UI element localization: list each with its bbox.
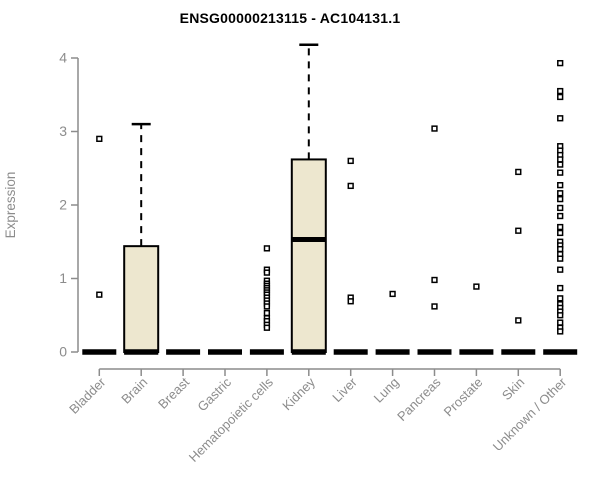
outlier-point-hematopoietic-cells [263, 269, 271, 276]
outlier-point-unknown-other [557, 245, 564, 253]
outlier-point-unknown-other [557, 212, 564, 220]
x-tick-label-gastric: Gastric [194, 374, 234, 414]
outlier-point-skin [515, 227, 522, 234]
x-tick-label-brain: Brain [118, 375, 150, 407]
x-tick-label-pancreas: Pancreas [394, 374, 444, 424]
outlier-point-hematopoietic-cells [263, 245, 271, 252]
y-tick-label: 3 [59, 123, 67, 139]
x-tick-label-lung: Lung [371, 375, 402, 406]
y-tick-label: 2 [59, 197, 67, 213]
outlier-point-unknown-other [557, 204, 564, 212]
y-tick-label: 1 [59, 270, 67, 286]
outlier-point-skin [515, 168, 522, 176]
outlier-point-unknown-other [557, 59, 564, 67]
x-tick-label-liver: Liver [329, 374, 360, 405]
chart-title: ENSG00000213115 - AC104131.1 [179, 10, 401, 26]
outlier-point-unknown-other [557, 190, 564, 197]
outlier-point-unknown-other [557, 195, 564, 203]
x-tick-label-breast: Breast [155, 374, 192, 411]
outlier-point-hematopoietic-cells [263, 303, 271, 310]
outlier-point-pancreas [431, 125, 438, 132]
outlier-point-unknown-other [557, 156, 564, 163]
box-brain [123, 245, 160, 353]
outlier-point-unknown-other [557, 255, 564, 262]
outlier-point-prostate [473, 283, 480, 290]
outlier-point-unknown-other [557, 93, 564, 101]
outlier-point-unknown-other [557, 295, 564, 302]
x-tick-label-kidney: Kidney [279, 374, 318, 413]
outlier-point-skin [515, 317, 522, 324]
outlier-point-pancreas [431, 276, 438, 284]
y-axis-title: Expression [3, 172, 18, 239]
outlier-point-unknown-other [557, 161, 564, 168]
x-tick-label-bladder: Bladder [66, 374, 109, 417]
x-tick-label-skin: Skin [499, 375, 527, 403]
y-tick-label: 0 [59, 344, 67, 360]
outlier-point-unknown-other [557, 229, 564, 237]
outlier-point-unknown-other [557, 328, 564, 335]
outlier-point-bladder [96, 135, 103, 142]
outlier-point-pancreas [431, 303, 438, 310]
x-tick-label-prostate: Prostate [441, 375, 486, 420]
outlier-point-unknown-other [557, 182, 564, 189]
outlier-point-unknown-other [557, 87, 564, 95]
outlier-point-hematopoietic-cells [263, 309, 271, 317]
outlier-point-hematopoietic-cells [263, 324, 271, 331]
outlier-point-unknown-other [557, 266, 564, 273]
outlier-point-liver [347, 182, 354, 190]
outlier-point-unknown-other [557, 169, 564, 176]
outlier-point-unknown-other [557, 284, 564, 292]
outlier-point-liver [347, 157, 354, 165]
box-kidney [290, 158, 327, 353]
y-tick-label: 4 [59, 50, 67, 66]
outlier-point-unknown-other [557, 319, 564, 326]
outlier-point-lung [389, 290, 396, 298]
outlier-point-bladder [96, 291, 103, 298]
outlier-point-liver [347, 298, 354, 305]
outlier-point-unknown-other [557, 115, 564, 122]
x-tick-label-unknown-other: Unknown / Other [490, 374, 570, 454]
outlier-point-unknown-other [557, 312, 564, 319]
outlier-point-unknown-other [557, 223, 564, 231]
